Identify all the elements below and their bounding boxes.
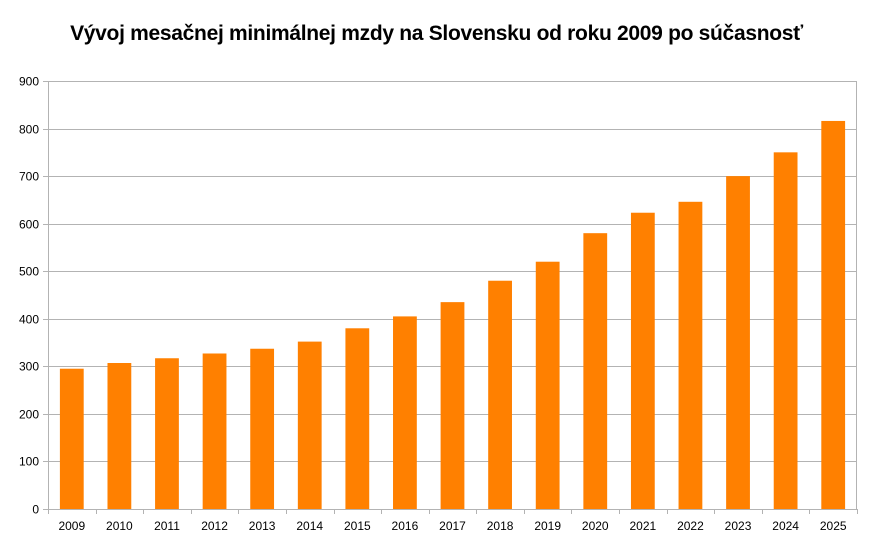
y-tick-labels: 0 100 200 300 400 500 600 700 800 900 bbox=[19, 75, 39, 517]
x-tick-label: 2014 bbox=[296, 519, 323, 533]
x-tick-label: 2012 bbox=[201, 519, 228, 533]
bar-2023 bbox=[726, 176, 750, 509]
y-tick-label: 600 bbox=[19, 218, 39, 232]
y-tick-label: 300 bbox=[19, 360, 39, 374]
bar-2010 bbox=[107, 363, 132, 509]
x-tick-labels: 2009 2010 2011 2012 2013 2014 2015 2016 2017 2018… bbox=[58, 519, 846, 533]
y-tick-label: 400 bbox=[19, 313, 39, 327]
y-tick-label: 700 bbox=[19, 170, 39, 184]
x-tick-label: 2010 bbox=[106, 519, 133, 533]
x-tick-label: 2021 bbox=[630, 519, 657, 533]
bars bbox=[59, 120, 846, 510]
x-tick-label: 2016 bbox=[392, 519, 419, 533]
x-tick-label: 2022 bbox=[677, 519, 704, 533]
bar-2014 bbox=[297, 341, 322, 509]
bar-2011 bbox=[155, 358, 179, 509]
bar-2017 bbox=[440, 302, 465, 509]
bar-2022 bbox=[678, 201, 703, 509]
bar-2025 bbox=[821, 120, 846, 510]
x-tick-label: 2023 bbox=[725, 519, 752, 533]
chart-title: Vývoj mesačnej minimálnej mzdy na Sloven… bbox=[70, 22, 803, 45]
bar-2019 bbox=[535, 261, 560, 509]
y-tick-label: 200 bbox=[19, 408, 39, 422]
x-tick-label: 2019 bbox=[534, 519, 561, 533]
bar-2020 bbox=[583, 233, 608, 509]
y-tick-label: 900 bbox=[19, 75, 39, 89]
bar-2013 bbox=[250, 348, 275, 509]
bar-2016 bbox=[393, 316, 417, 509]
bar-2024 bbox=[773, 152, 798, 510]
y-tick-label: 0 bbox=[32, 503, 39, 517]
y-tick-label: 500 bbox=[19, 265, 39, 279]
y-tick-label: 100 bbox=[19, 455, 39, 469]
x-tick-label: 2011 bbox=[154, 519, 180, 533]
x-tick-label: 2020 bbox=[582, 519, 609, 533]
x-tick-label: 2015 bbox=[344, 519, 371, 533]
x-tick-label: 2017 bbox=[439, 519, 466, 533]
bar-2015 bbox=[345, 328, 370, 509]
x-tick-label: 2018 bbox=[487, 519, 514, 533]
y-tick-label: 800 bbox=[19, 123, 39, 137]
x-tick-label: 2013 bbox=[249, 519, 276, 533]
x-tick-label: 2025 bbox=[820, 519, 847, 533]
bar-2018 bbox=[488, 280, 512, 509]
bar-2012 bbox=[202, 353, 227, 509]
x-tick-label: 2009 bbox=[58, 519, 85, 533]
bar-2009 bbox=[59, 368, 84, 509]
x-tick-label: 2024 bbox=[772, 519, 799, 533]
bar-2021 bbox=[630, 212, 655, 509]
axes bbox=[48, 81, 858, 514]
